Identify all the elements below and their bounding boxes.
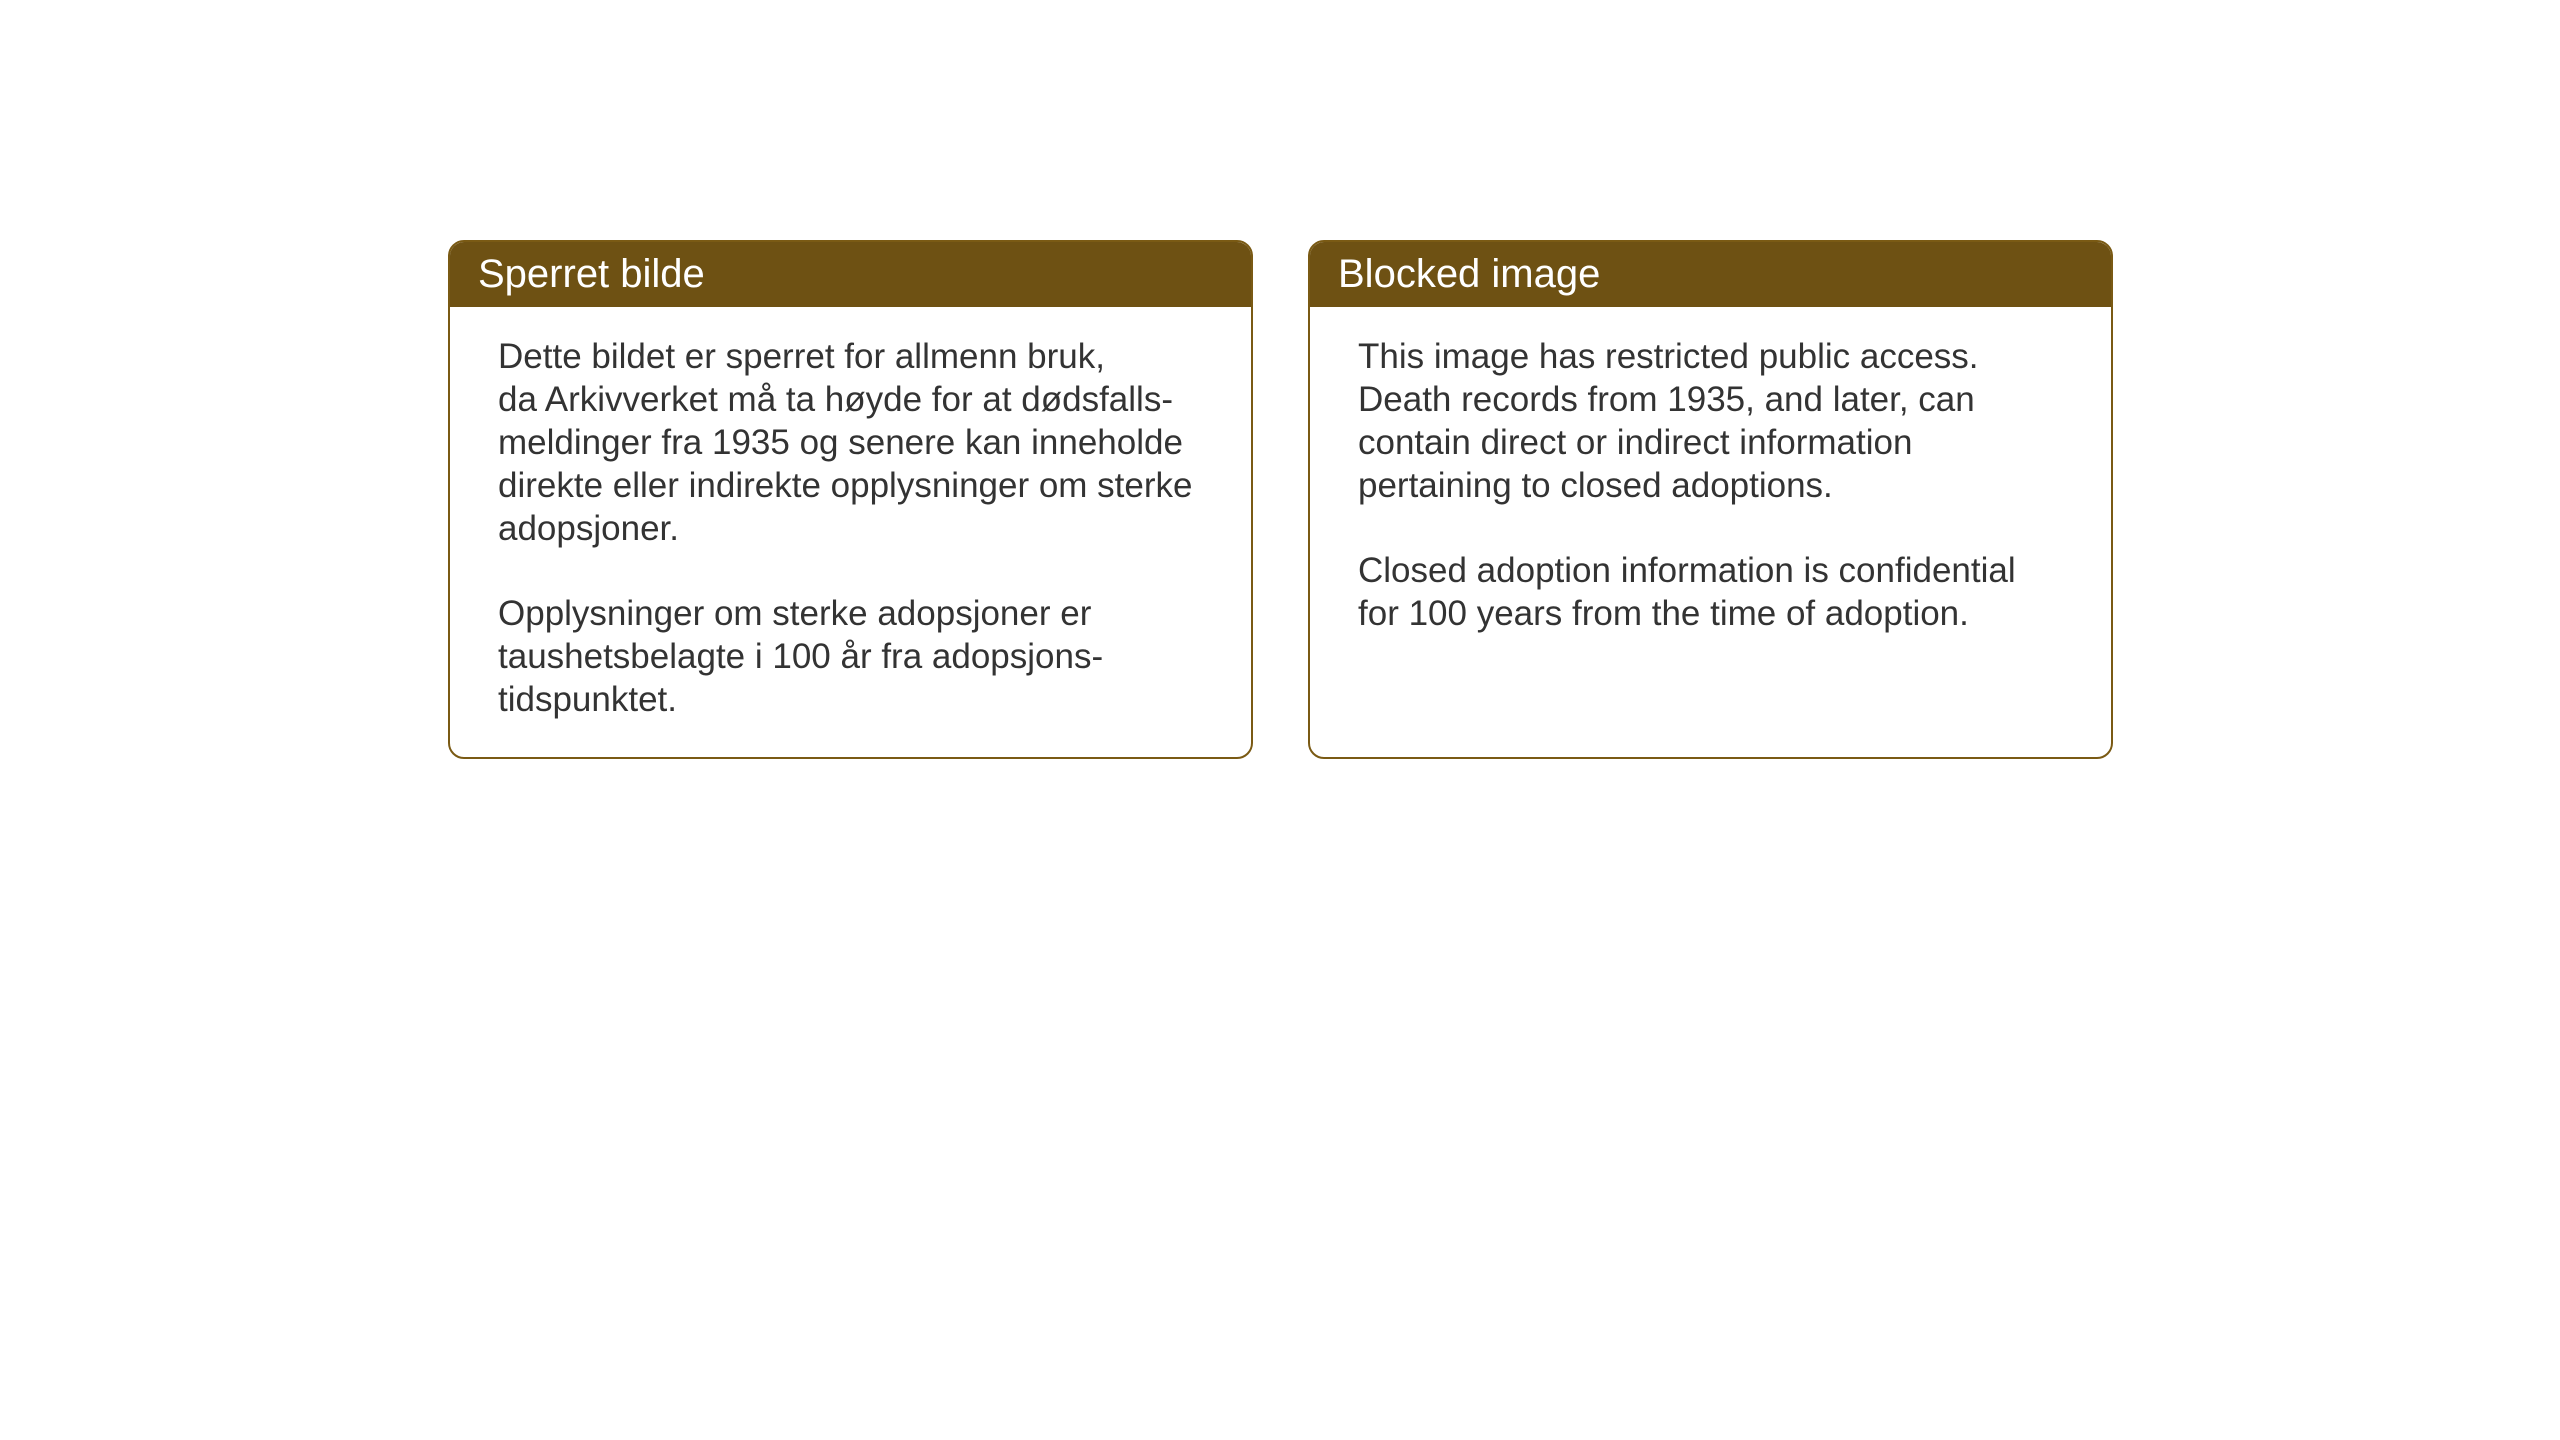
- text-line: contain direct or indirect information: [1358, 423, 1912, 462]
- paragraph-english-1: This image has restricted public access.…: [1358, 335, 2063, 507]
- paragraph-norwegian-1: Dette bildet er sperret for allmenn bruk…: [498, 335, 1203, 550]
- text-line: Closed adoption information is confident…: [1358, 551, 2016, 590]
- card-title-norwegian: Sperret bilde: [478, 252, 705, 296]
- text-line: Death records from 1935, and later, can: [1358, 380, 1975, 419]
- text-line: This image has restricted public access.: [1358, 337, 1979, 376]
- paragraph-english-2: Closed adoption information is confident…: [1358, 549, 2063, 635]
- card-body-english: This image has restricted public access.…: [1310, 307, 2111, 737]
- notice-container: Sperret bilde Dette bildet er sperret fo…: [448, 240, 2113, 759]
- text-line: adopsjoner.: [498, 509, 679, 548]
- card-header-english: Blocked image: [1310, 242, 2111, 307]
- notice-card-english: Blocked image This image has restricted …: [1308, 240, 2113, 759]
- text-line: tidspunktet.: [498, 680, 677, 719]
- text-line: taushetsbelagte i 100 år fra adopsjons-: [498, 637, 1103, 676]
- card-title-english: Blocked image: [1338, 252, 1600, 296]
- card-header-norwegian: Sperret bilde: [450, 242, 1251, 307]
- text-line: pertaining to closed adoptions.: [1358, 466, 1833, 505]
- text-line: direkte eller indirekte opplysninger om …: [498, 466, 1193, 505]
- text-line: da Arkivverket må ta høyde for at dødsfa…: [498, 380, 1173, 419]
- notice-card-norwegian: Sperret bilde Dette bildet er sperret fo…: [448, 240, 1253, 759]
- card-body-norwegian: Dette bildet er sperret for allmenn bruk…: [450, 307, 1251, 757]
- text-line: for 100 years from the time of adoption.: [1358, 594, 1969, 633]
- paragraph-norwegian-2: Opplysninger om sterke adopsjoner er tau…: [498, 592, 1203, 721]
- text-line: meldinger fra 1935 og senere kan innehol…: [498, 423, 1183, 462]
- text-line: Dette bildet er sperret for allmenn bruk…: [498, 337, 1105, 376]
- text-line: Opplysninger om sterke adopsjoner er: [498, 594, 1091, 633]
